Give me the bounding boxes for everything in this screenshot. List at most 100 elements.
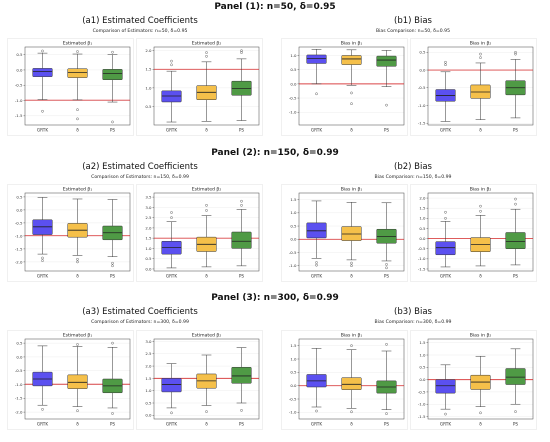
outlier-point: [514, 202, 517, 206]
y-tick-label: -1.5: [418, 266, 426, 271]
y-tick-label: -0.5: [15, 83, 23, 88]
outlier-point: [41, 259, 44, 262]
y-tick-label: 0.5: [145, 256, 152, 261]
x-tick-label: PS: [239, 422, 245, 427]
outlier-point: [479, 52, 482, 56]
subplot-p2-a-1: Estimated β₂ 0.0 0.5 1.0 1.5 2.0 2.5 3.0 3.5 GRTK…: [136, 184, 263, 282]
x-tick-label: δ: [479, 274, 482, 279]
outlier-point: [205, 54, 208, 58]
y-tick-label: 0.0: [16, 207, 23, 212]
y-tick-label: 0.5: [16, 341, 23, 346]
outlier-point: [514, 52, 517, 56]
outlier-point: [479, 209, 482, 213]
outlier-point: [205, 209, 208, 212]
y-tick-label: 0.5: [419, 50, 426, 55]
y-tick-label: -1.0: [15, 382, 23, 387]
panel-1-group-a-label: (a1) Estimated Coefficients: [82, 16, 198, 26]
outlier-point: [240, 204, 243, 207]
outlier-point: [514, 197, 517, 201]
y-tick-label: 1.5: [419, 340, 426, 345]
outlier-point: [350, 344, 353, 347]
outlier-point: [111, 412, 114, 415]
subplot-frame: [7, 38, 134, 136]
subplot-title: Bias in β₁: [341, 41, 363, 47]
box-GRTK: [306, 54, 327, 64]
x-tick-label: δ: [205, 128, 208, 133]
x-tick-label: PS: [384, 274, 390, 279]
y-tick-label: 1.5: [145, 236, 152, 241]
outlier-point: [41, 49, 44, 53]
subplot-p1-a-1: Estimated β₂ 0.5 1.0 1.5 2.0 GRTK δ PS: [136, 38, 263, 136]
x-tick-label: δ: [350, 274, 353, 279]
y-tick-label: 2.0: [145, 225, 152, 230]
y-tick-label: -0.5: [289, 95, 297, 100]
panel-3-group-b-label: (b3) Bias: [394, 307, 432, 317]
subplot-p1-b-1: Bias in β₂ 0.5 0.0 -0.5 -1.0 -1.5 GRTK δ PS: [410, 38, 537, 136]
panel-1-group-b-label: (b1) Bias: [394, 16, 432, 26]
outlier-point: [479, 56, 482, 59]
y-tick-label: -0.5: [289, 396, 297, 401]
x-tick-label: PS: [384, 128, 390, 133]
outlier-point: [170, 211, 173, 214]
outlier-point: [41, 109, 44, 113]
outlier-point: [205, 51, 208, 54]
box-PS: [505, 368, 526, 385]
y-tick-label: 0.5: [145, 400, 152, 405]
outlier-point: [76, 343, 79, 346]
outlier-point: [315, 263, 318, 267]
y-tick-label: 0.0: [290, 383, 297, 388]
subplot-title: Estimated β₂: [192, 187, 222, 193]
y-tick-label: -1.5: [15, 246, 23, 251]
y-tick-label: 1.0: [145, 388, 152, 393]
y-tick-label: 0.5: [419, 226, 426, 231]
y-tick-label: -1.5: [418, 121, 426, 126]
y-tick-label: -0.5: [418, 389, 426, 394]
y-tick-label: 1.0: [290, 53, 297, 58]
plot-area: [24, 46, 131, 126]
y-tick-label: 1.0: [145, 246, 152, 251]
subplot-title: Bias in β₁: [341, 333, 363, 339]
box-GRTK: [32, 68, 53, 77]
y-tick-label: -1.5: [15, 396, 23, 401]
outlier-point: [240, 409, 243, 412]
x-tick-label: GRTK: [37, 128, 48, 133]
outlier-point: [205, 410, 208, 413]
y-tick-label: 0.5: [145, 104, 152, 109]
x-tick-label: PS: [110, 274, 116, 279]
y-tick-label: -0.5: [418, 85, 426, 90]
y-tick-label: -1.0: [15, 98, 23, 103]
outlier-point: [385, 266, 388, 270]
y-tick-label: 2.0: [419, 195, 426, 200]
box-δ: [341, 55, 362, 65]
y-tick-label: 2.5: [145, 215, 152, 220]
outlier-point: [170, 411, 173, 415]
outlier-point: [111, 50, 114, 54]
outlier-point: [385, 263, 388, 266]
y-tick-label: -1.0: [418, 256, 426, 261]
y-tick-label: 2.0: [145, 48, 152, 53]
x-tick-label: GRTK: [311, 128, 322, 133]
x-tick-label: δ: [76, 274, 79, 279]
box-PS: [231, 367, 252, 384]
y-tick-label: 0.0: [16, 67, 23, 72]
y-tick-label: 0.0: [419, 377, 426, 382]
y-tick-label: -2.0: [15, 259, 23, 264]
panel-2-group-a-label: (a2) Estimated Coefficients: [82, 162, 198, 172]
y-tick-label: 0.0: [290, 237, 297, 242]
plot-area: [153, 192, 260, 272]
x-tick-label: δ: [205, 274, 208, 279]
x-tick-label: GRTK: [440, 128, 451, 133]
x-tick-label: δ: [479, 422, 482, 427]
y-tick-label: -2.0: [15, 410, 23, 415]
y-tick-label: 1.0: [145, 85, 152, 90]
plot-area: [298, 338, 405, 420]
y-tick-label: 0.0: [419, 236, 426, 241]
subplot-title: Bias in β₁: [341, 187, 363, 193]
y-tick-label: 1.5: [419, 206, 426, 211]
plot-area: [298, 192, 405, 272]
y-tick-label: 1.0: [290, 210, 297, 215]
subplot-title: Estimated β₂: [192, 41, 222, 47]
outlier-point: [444, 60, 447, 64]
x-tick-label: PS: [239, 274, 245, 279]
